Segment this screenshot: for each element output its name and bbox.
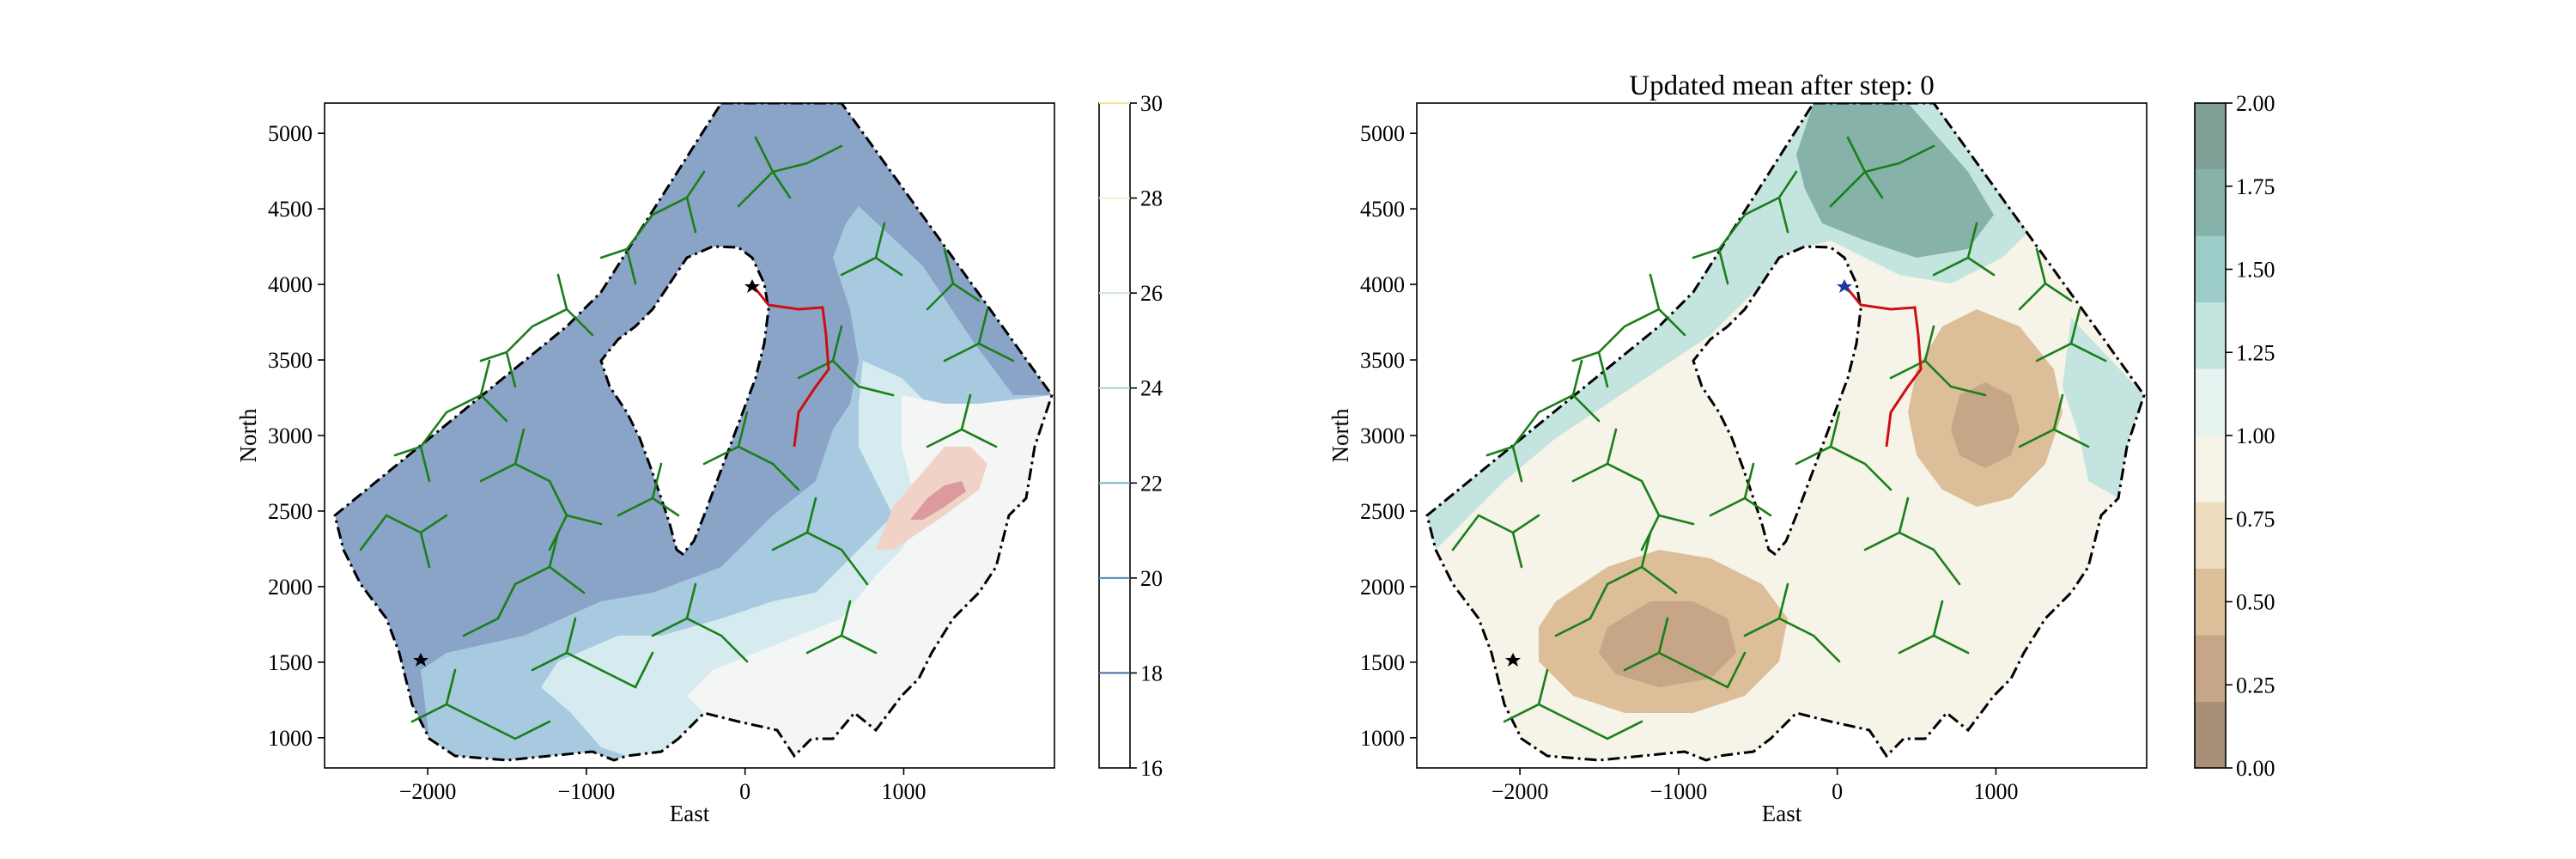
colorbar-tick-label: 0.50 xyxy=(2236,590,2275,615)
x-tick-label: −2000 xyxy=(399,779,457,804)
left-y-axis-label: North xyxy=(235,408,261,462)
river-path xyxy=(1842,283,1923,448)
drainage-network-right xyxy=(1451,136,2107,740)
colorbar-band xyxy=(2195,502,2226,569)
x-tick-label: −1000 xyxy=(558,779,616,804)
colorbar-band xyxy=(2195,369,2226,436)
x-tick-label: 1000 xyxy=(881,779,926,804)
left-colorbar: 16 18 20 22 24 26 28 30 xyxy=(1098,91,1163,781)
colorbar-band xyxy=(2195,302,2226,369)
gauge-marker xyxy=(1505,653,1521,667)
right-field-region xyxy=(1425,103,2146,762)
left-y-axis: 1000 1500 2000 2500 3000 3500 4000 4500 5000 xyxy=(268,121,325,751)
left-plot-area xyxy=(324,102,1055,769)
outlet-marker xyxy=(1837,279,1852,293)
right-colorbar: 0.00 0.25 0.50 0.75 1.00 1.25 1.50 1.75 2.00 xyxy=(2194,91,2275,781)
y-tick-label: 4500 xyxy=(268,197,313,222)
colorbar-tick-label: 1.00 xyxy=(2236,423,2275,448)
y-tick-label: 2000 xyxy=(1360,575,1405,600)
x-tick-label: −1000 xyxy=(1650,779,1708,804)
right-y-axis: 1000 1500 2000 2500 3000 3500 4000 4500 5000 xyxy=(1360,121,1417,751)
colorbar-tick-label: 30 xyxy=(1140,91,1163,116)
y-tick-label: 2500 xyxy=(1360,499,1405,524)
x-tick-label: 0 xyxy=(739,779,750,804)
colorbar-band xyxy=(2195,436,2226,503)
colorbar-tick-label: 24 xyxy=(1140,376,1163,401)
right-x-axis-label: East xyxy=(1762,801,1802,826)
y-tick-label: 3500 xyxy=(268,348,313,373)
left-panel: −2000 −1000 0 1000 1000 1500 2000 2500 3000 3500… xyxy=(235,91,1163,826)
river-path xyxy=(750,283,830,448)
contour-region-29 xyxy=(910,481,966,520)
colorbar-band xyxy=(2195,635,2226,702)
outlet-marker xyxy=(744,279,760,293)
hole-boundary-line xyxy=(599,245,770,557)
y-tick-label: 4500 xyxy=(1360,197,1405,222)
y-tick-label: 4000 xyxy=(1360,272,1405,297)
left-x-axis: −2000 −1000 0 1000 xyxy=(399,768,926,804)
left-field-region xyxy=(333,103,1054,762)
right-colorbar-bands xyxy=(2195,103,2226,768)
colorbar-band xyxy=(2195,568,2226,636)
colorbar-tick-label: 0.00 xyxy=(2236,756,2275,781)
gauge-marker xyxy=(413,653,428,667)
colorbar-tick-label: 1.25 xyxy=(2236,340,2275,365)
right-panel: Updated mean after step: 0 −2000 −1000 0 10… xyxy=(1327,70,2275,826)
left-colorbar-frame xyxy=(1098,102,1131,769)
colorbar-tick-label: 2.00 xyxy=(2236,91,2275,116)
y-tick-label: 2500 xyxy=(268,499,313,524)
y-tick-label: 1000 xyxy=(1360,726,1405,751)
colorbar-tick-label: 20 xyxy=(1140,566,1163,591)
y-tick-label: 3500 xyxy=(1360,348,1405,373)
mean-region-high-east xyxy=(2063,318,2144,498)
left-colorbar-ticks: 16 18 20 22 24 26 28 30 xyxy=(1130,91,1163,781)
drainage-network-left xyxy=(359,136,1015,740)
right-y-axis-label: North xyxy=(1327,408,1353,462)
colorbar-band xyxy=(2195,235,2226,303)
colorbar-tick-label: 26 xyxy=(1140,281,1163,306)
colorbar-tick-label: 28 xyxy=(1140,186,1163,211)
mean-region-veryhigh-north xyxy=(1796,103,1994,258)
x-tick-label: 1000 xyxy=(1973,779,2018,804)
colorbar-tick-label: 22 xyxy=(1140,471,1163,496)
right-title: Updated mean after step: 0 xyxy=(1629,70,1935,101)
colorbar-tick-label: 1.75 xyxy=(2236,174,2275,199)
right-plot-area xyxy=(1416,102,2148,769)
y-tick-label: 5000 xyxy=(1360,121,1405,146)
island-hole xyxy=(601,247,769,554)
y-tick-label: 2000 xyxy=(268,575,313,600)
x-tick-label: 0 xyxy=(1832,779,1843,804)
boundary-line xyxy=(333,103,1054,762)
colorbar-band xyxy=(2195,169,2226,236)
y-tick-label: 1000 xyxy=(268,726,313,751)
hole-boundary-line xyxy=(1692,245,1862,557)
colorbar-band xyxy=(2195,701,2226,768)
boundary-line xyxy=(1425,103,2146,762)
y-tick-label: 1500 xyxy=(268,650,313,675)
colorbar-tick-label: 1.50 xyxy=(2236,258,2275,283)
right-x-axis: −2000 −1000 0 1000 xyxy=(1492,768,2018,804)
y-tick-label: 3000 xyxy=(268,423,313,448)
right-colorbar-ticks: 0.00 0.25 0.50 0.75 1.00 1.25 1.50 1.75 2.00 xyxy=(2226,91,2275,781)
colorbar-band xyxy=(2195,103,2226,170)
y-tick-label: 3000 xyxy=(1360,423,1405,448)
colorbar-tick-label: 0.75 xyxy=(2236,507,2275,532)
left-x-axis-label: East xyxy=(670,801,710,826)
left-colorbar-lines xyxy=(1099,102,1130,674)
colorbar-tick-label: 16 xyxy=(1140,756,1163,781)
x-tick-label: −2000 xyxy=(1492,779,1549,804)
island-hole xyxy=(1693,247,1861,554)
y-tick-label: 4000 xyxy=(268,272,313,297)
y-tick-label: 5000 xyxy=(268,121,313,146)
colorbar-tick-label: 18 xyxy=(1140,661,1163,685)
mean-region-verylow-center xyxy=(1951,382,2020,468)
colorbar-tick-label: 0.25 xyxy=(2236,673,2275,698)
y-tick-label: 1500 xyxy=(1360,650,1405,675)
